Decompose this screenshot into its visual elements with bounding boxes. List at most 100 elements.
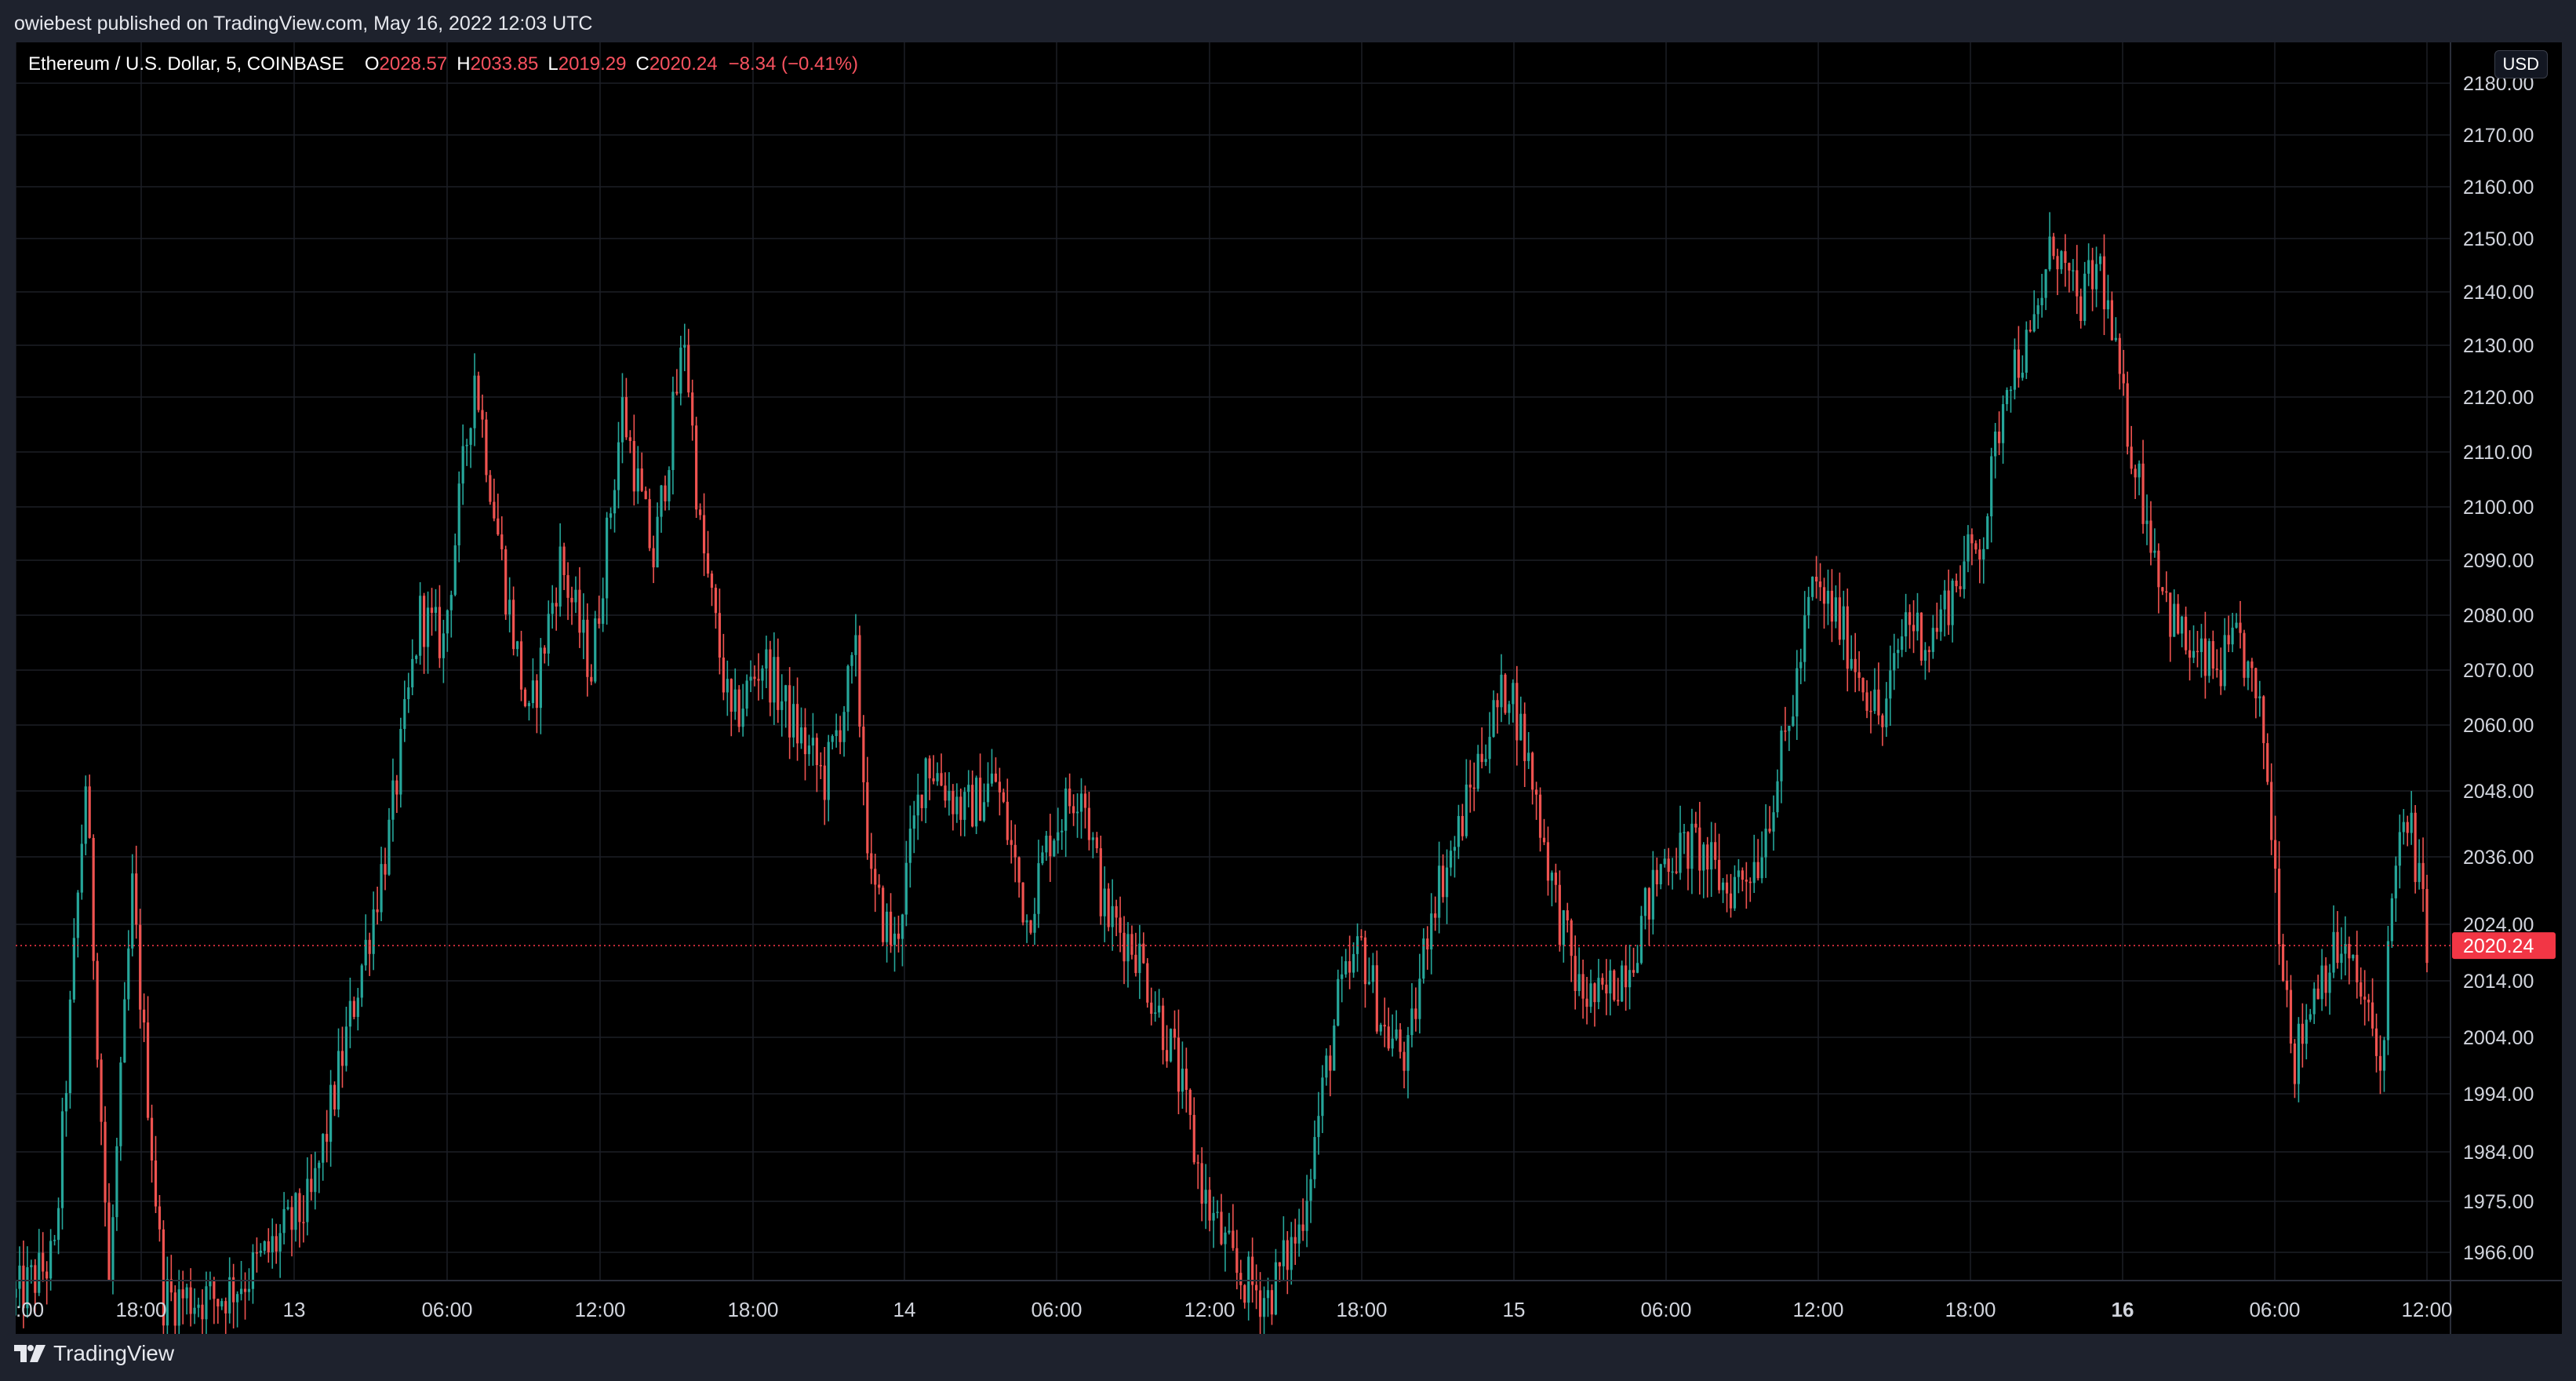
candle-body xyxy=(1570,920,1573,956)
candle-body xyxy=(2044,269,2047,298)
candle-body xyxy=(481,410,484,420)
tradingview-wordmark[interactable]: TradingView xyxy=(53,1341,175,1365)
candle-body xyxy=(1632,970,1635,973)
candle-body xyxy=(2223,635,2226,687)
candle-body xyxy=(1939,609,1942,632)
candle-body xyxy=(664,485,667,501)
candle-body xyxy=(1270,1290,1274,1315)
candle-body xyxy=(963,792,966,820)
price-chart[interactable]: 1966.00 1975.00 1984.00 1994.00 2004.00 2014.… xyxy=(16,42,2562,1334)
open-value: 2028.57 xyxy=(379,53,448,75)
candle-body xyxy=(967,785,970,793)
candle-body xyxy=(1780,731,1783,782)
candle-body xyxy=(2243,632,2246,678)
candle-body xyxy=(1659,864,1662,884)
candle-body xyxy=(586,619,589,677)
candle-body xyxy=(928,758,931,778)
candle-body xyxy=(2106,300,2110,310)
low-label: L xyxy=(548,53,558,75)
candle-body xyxy=(1484,759,1487,763)
candle-body xyxy=(1403,1051,1406,1071)
candle-body xyxy=(1344,960,1348,975)
candle-body xyxy=(1764,829,1767,858)
published-info: owiebest published on TradingView.com, M… xyxy=(14,13,593,35)
candle-body xyxy=(442,633,445,658)
candle-body xyxy=(648,499,651,548)
candle-body xyxy=(1204,1190,1207,1204)
candle-body xyxy=(1523,713,1526,761)
candle-body xyxy=(2173,603,2176,637)
chart-panel[interactable]: 1966.00 1975.00 1984.00 1994.00 2004.00 2014.… xyxy=(16,42,2562,1334)
candle-body xyxy=(1375,965,1378,1032)
candle-body xyxy=(473,375,476,428)
candle-body xyxy=(1158,1005,1161,1013)
candle-body xyxy=(792,704,795,738)
currency-button[interactable]: USD xyxy=(2494,50,2548,78)
candle-body xyxy=(2320,965,2323,1000)
candle-body xyxy=(515,641,519,650)
candle-body xyxy=(1013,844,1017,858)
candle-body xyxy=(1363,937,1367,985)
candle-body xyxy=(617,442,620,490)
candle-body xyxy=(1262,1298,1266,1317)
candle-body xyxy=(854,635,857,655)
candle-body xyxy=(251,1252,255,1289)
candle-body xyxy=(1546,842,1550,881)
last-price-badge xyxy=(2452,932,2556,960)
candle-body xyxy=(457,483,460,546)
x-tick-label: 18:00 xyxy=(1945,1298,1996,1321)
candle-body xyxy=(620,397,624,443)
x-tick-label: 12:00 xyxy=(2401,1298,2452,1321)
candle-body xyxy=(310,1179,313,1193)
candle-body xyxy=(216,1299,220,1306)
candle-body xyxy=(1165,1050,1169,1062)
y-tick-label: 2080.00 xyxy=(2463,605,2534,627)
candle-body xyxy=(2266,743,2269,782)
candle-body xyxy=(644,490,647,500)
candle-body xyxy=(380,864,383,913)
candle-body xyxy=(1290,1237,1293,1270)
candle-body xyxy=(803,727,807,755)
candle-body xyxy=(2185,616,2188,650)
candle-body xyxy=(788,685,791,738)
candle-body xyxy=(2192,650,2196,658)
candle-body xyxy=(1943,590,1946,610)
candle-body xyxy=(465,444,468,446)
candle-body xyxy=(1861,677,1865,693)
candle-body xyxy=(1671,871,1674,873)
candle-body xyxy=(839,730,842,742)
tradingview-logo-icon xyxy=(14,1345,45,1362)
open-label: O xyxy=(364,53,380,75)
y-tick-label: 2120.00 xyxy=(2463,387,2534,409)
candle-body xyxy=(1830,590,1834,622)
candle-body xyxy=(2064,251,2067,264)
candle-body xyxy=(1609,970,1612,994)
candle-body xyxy=(2021,372,2024,378)
candle-body xyxy=(2188,650,2192,658)
candle-body xyxy=(1445,867,1449,898)
candle-body xyxy=(1064,788,1068,831)
candle-body xyxy=(1869,710,1872,712)
axes: 1966.00 1975.00 1984.00 1994.00 2004.00 2014.… xyxy=(16,42,2562,1334)
candle-body xyxy=(1788,725,1791,731)
candle-body xyxy=(1119,917,1122,933)
candle-body xyxy=(2352,954,2355,959)
candle-body xyxy=(209,1281,212,1287)
y-tick-label: 1975.00 xyxy=(2463,1191,2534,1213)
candle-body xyxy=(2211,641,2214,669)
close-label: C xyxy=(635,53,649,75)
candle-body xyxy=(306,1179,309,1222)
candle-body xyxy=(897,933,901,939)
candle-body xyxy=(1282,1240,1285,1266)
symbol-label[interactable]: Ethereum / U.S. Dollar, 5, COINBASE xyxy=(28,53,344,75)
candle-body xyxy=(1686,832,1690,869)
candle-body xyxy=(395,780,398,795)
candle-body xyxy=(1613,970,1616,1000)
candle-body xyxy=(2052,236,2055,257)
candle-body xyxy=(322,1134,325,1163)
candle-body xyxy=(255,1252,258,1254)
candle-body xyxy=(286,1207,289,1209)
candle-body xyxy=(399,728,402,795)
candle-body xyxy=(2312,988,2316,1015)
candle-body xyxy=(2215,669,2218,670)
